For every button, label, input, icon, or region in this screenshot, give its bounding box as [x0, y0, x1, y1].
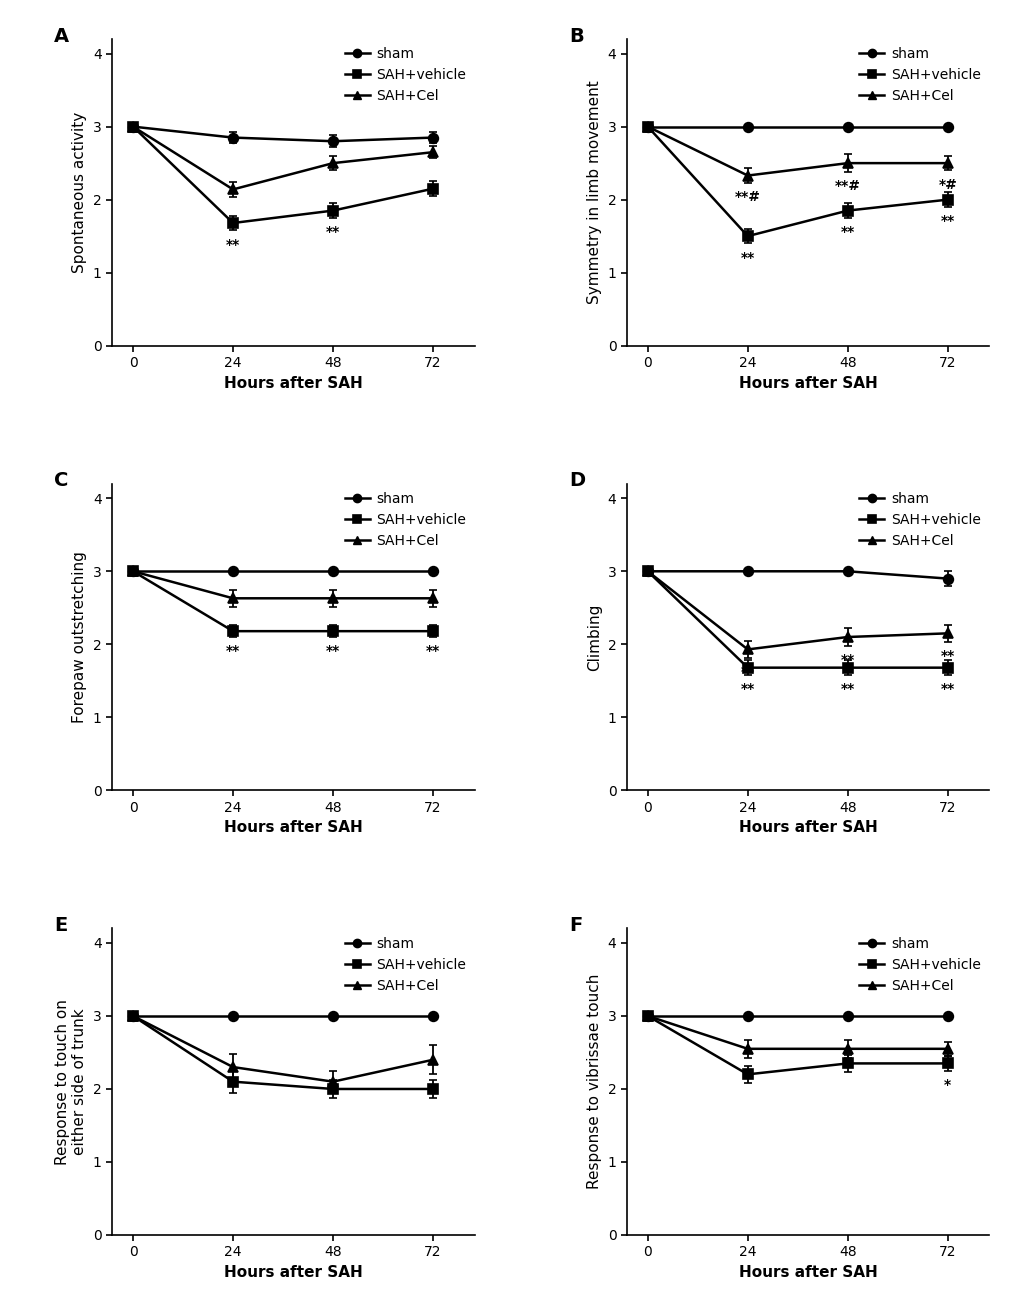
- Y-axis label: Response to vibrissae touch: Response to vibrissae touch: [587, 974, 601, 1190]
- Y-axis label: Forepaw outstretching: Forepaw outstretching: [72, 551, 88, 723]
- X-axis label: Hours after SAH: Hours after SAH: [224, 376, 363, 390]
- Text: **: **: [426, 645, 440, 658]
- Legend: sham, SAH+vehicle, SAH+Cel: sham, SAH+vehicle, SAH+Cel: [338, 42, 472, 109]
- Text: B: B: [569, 27, 583, 46]
- Text: **: **: [326, 645, 339, 658]
- Legend: sham, SAH+vehicle, SAH+Cel: sham, SAH+vehicle, SAH+Cel: [853, 931, 985, 998]
- Legend: sham, SAH+vehicle, SAH+Cel: sham, SAH+vehicle, SAH+Cel: [338, 931, 472, 998]
- X-axis label: Hours after SAH: Hours after SAH: [224, 820, 363, 836]
- Text: **: **: [225, 645, 239, 658]
- Y-axis label: Spontaneous activity: Spontaneous activity: [72, 112, 88, 273]
- X-axis label: Hours after SAH: Hours after SAH: [224, 1265, 363, 1280]
- Text: **: **: [326, 225, 339, 239]
- Text: **: **: [940, 682, 954, 697]
- Text: **: **: [840, 653, 854, 667]
- X-axis label: Hours after SAH: Hours after SAH: [738, 1265, 876, 1280]
- Legend: sham, SAH+vehicle, SAH+Cel: sham, SAH+vehicle, SAH+Cel: [853, 486, 985, 554]
- Y-axis label: Symmetry in limb movement: Symmetry in limb movement: [587, 81, 601, 304]
- Text: **#: **#: [834, 179, 860, 194]
- Text: **: **: [940, 214, 954, 229]
- Text: **: **: [840, 225, 854, 239]
- Text: **: **: [940, 650, 954, 663]
- Text: **: **: [840, 682, 854, 697]
- Legend: sham, SAH+vehicle, SAH+Cel: sham, SAH+vehicle, SAH+Cel: [338, 486, 472, 554]
- Text: F: F: [569, 916, 582, 935]
- Text: A: A: [54, 27, 69, 46]
- Text: *#: *#: [937, 178, 956, 191]
- Text: **: **: [740, 666, 754, 680]
- Text: **: **: [225, 238, 239, 252]
- Y-axis label: Climbing: Climbing: [587, 603, 601, 671]
- Text: D: D: [569, 472, 585, 490]
- Text: **: **: [740, 682, 754, 697]
- X-axis label: Hours after SAH: Hours after SAH: [738, 820, 876, 836]
- Text: **: **: [740, 251, 754, 265]
- Legend: sham, SAH+vehicle, SAH+Cel: sham, SAH+vehicle, SAH+Cel: [853, 42, 985, 109]
- Text: **#: **#: [734, 190, 760, 204]
- Y-axis label: Response to touch on
either side of trunk: Response to touch on either side of trun…: [55, 998, 88, 1165]
- Text: *: *: [944, 1078, 951, 1092]
- Text: C: C: [54, 472, 68, 490]
- X-axis label: Hours after SAH: Hours after SAH: [738, 376, 876, 390]
- Text: E: E: [54, 916, 67, 935]
